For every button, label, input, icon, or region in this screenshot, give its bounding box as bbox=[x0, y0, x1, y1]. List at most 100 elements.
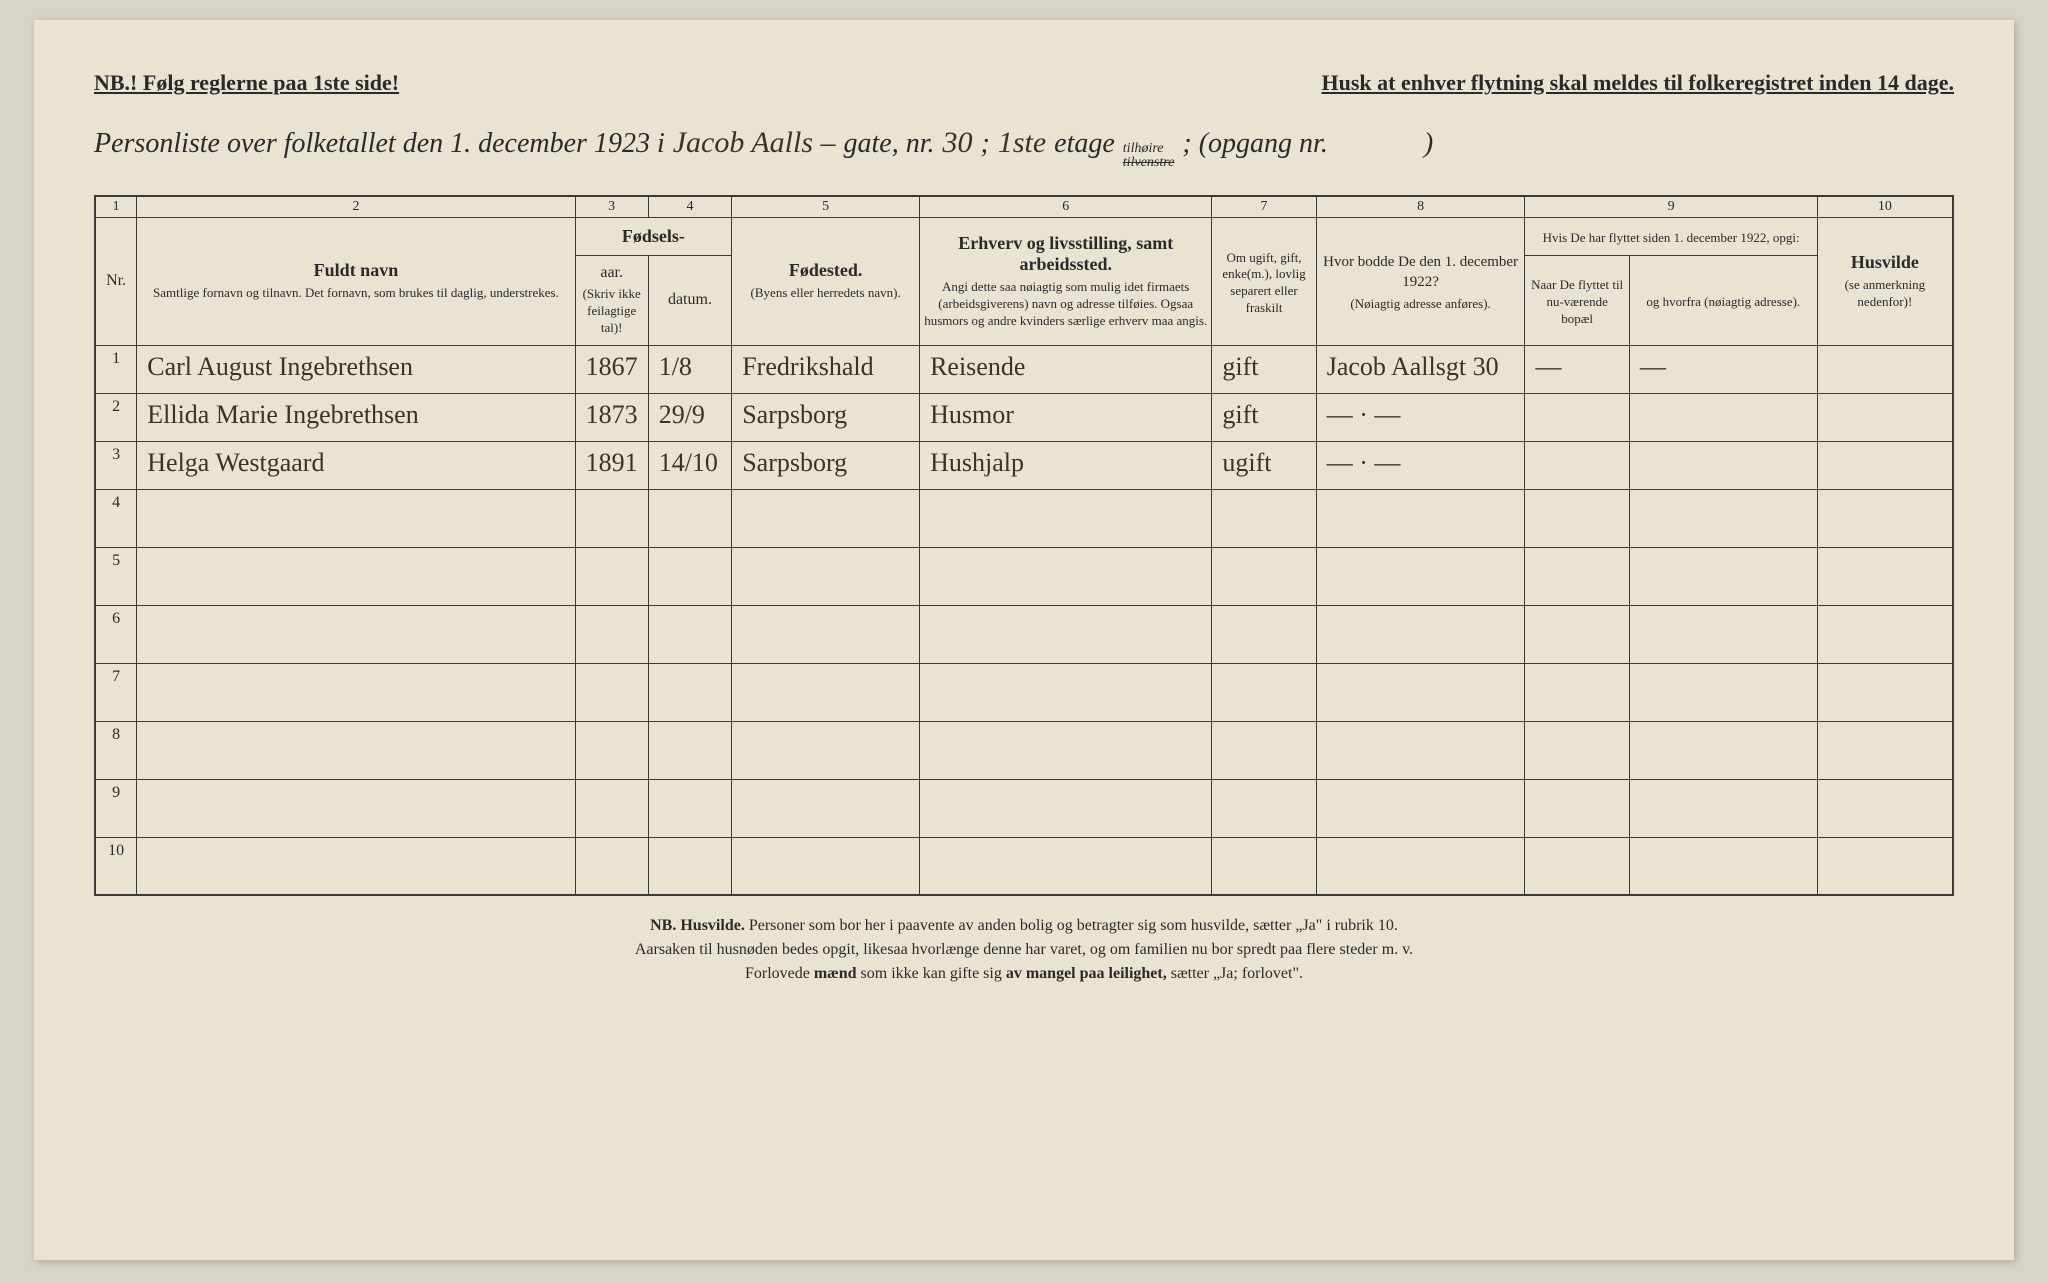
cell-erhverv: Reisende bbox=[920, 345, 1212, 393]
cell-hvorfra: — bbox=[1629, 345, 1817, 393]
colnum-2: 2 bbox=[137, 196, 575, 218]
hdr-ugift-text: Om ugift, gift, enke(m.), lovlig separer… bbox=[1216, 250, 1311, 318]
street-nr-hw: 30 bbox=[943, 126, 973, 160]
census-form-page: NB.! Følg reglerne paa 1ste side! Husk a… bbox=[34, 20, 2014, 1260]
hdr-ugift: Om ugift, gift, enke(m.), lovlig separer… bbox=[1212, 218, 1316, 346]
cell-navn: Ellida Marie Ingebrethsen bbox=[137, 393, 575, 441]
cell-erhverv: Husmor bbox=[920, 393, 1212, 441]
footer-line1: Personer som bor her i paavente av anden… bbox=[749, 917, 1398, 934]
hdr-flyttet: Hvis De har flyttet siden 1. december 19… bbox=[1525, 218, 1817, 256]
table-row-empty: 9 bbox=[95, 779, 1953, 837]
hdr-erhverv: Erhverv og livsstilling, samt arbeidsste… bbox=[920, 218, 1212, 346]
hdr-husvilde: Husvilde (se anmerkning nedenfor)! bbox=[1817, 218, 1953, 346]
colnum-9: 9 bbox=[1525, 196, 1817, 218]
table-row-empty: 10 bbox=[95, 837, 1953, 895]
hdr-naar-text: Naar De flyttet til nu-værende bopæl bbox=[1529, 277, 1624, 328]
hdr-fodsels: Fødsels- bbox=[575, 218, 732, 256]
semi1: ; bbox=[981, 128, 990, 160]
hdr-aar-main: aar. bbox=[600, 264, 623, 281]
column-number-row: 1 2 3 4 5 6 7 8 9 10 bbox=[95, 196, 1953, 218]
street-name-hw: Jacob Aalls – bbox=[673, 126, 836, 160]
top-bar: NB.! Følg reglerne paa 1ste side! Husk a… bbox=[94, 70, 1954, 96]
colnum-3: 3 bbox=[575, 196, 648, 218]
opgang-label: ; (opgang nr. bbox=[1182, 128, 1327, 160]
row-nr: 7 bbox=[95, 663, 137, 721]
hdr-nr: Nr. bbox=[95, 218, 137, 346]
row-nr: 4 bbox=[95, 489, 137, 547]
cell-datum: 14/10 bbox=[648, 441, 732, 489]
hdr-husvilde-sub: (se anmerkning nedenfor)! bbox=[1822, 277, 1948, 311]
cell-bodde: — · — bbox=[1316, 393, 1525, 441]
colnum-7: 7 bbox=[1212, 196, 1316, 218]
table-row: 3 Helga Westgaard 1891 14/10 Sarpsborg H… bbox=[95, 441, 1953, 489]
cell-ugift: gift bbox=[1212, 345, 1316, 393]
hdr-navn: Fuldt navn Samtlige fornavn og tilnavn. … bbox=[137, 218, 575, 346]
hdr-navn-main: Fuldt navn bbox=[314, 260, 399, 280]
hdr-hvorfra: og hvorfra (nøiagtig adresse). bbox=[1629, 256, 1817, 346]
tilvenstre: tilvenstre bbox=[1123, 156, 1175, 170]
cell-husvilde bbox=[1817, 441, 1953, 489]
cell-bodde: — · — bbox=[1316, 441, 1525, 489]
cell-datum: 29/9 bbox=[648, 393, 732, 441]
hdr-naar: Naar De flyttet til nu-værende bopæl bbox=[1525, 256, 1629, 346]
etage-label: etage bbox=[1054, 128, 1115, 160]
colnum-1: 1 bbox=[95, 196, 137, 218]
hdr-fodsels-main: Fødsels- bbox=[622, 226, 685, 246]
header-row-main: Nr. Fuldt navn Samtlige fornavn og tilna… bbox=[95, 218, 1953, 256]
cell-hvorfra bbox=[1629, 441, 1817, 489]
hdr-erhverv-sub: Angi dette saa nøiagtig som mulig idet f… bbox=[924, 279, 1207, 330]
hdr-fodested-sub: (Byens eller herredets navn). bbox=[736, 285, 915, 302]
cell-husvilde bbox=[1817, 393, 1953, 441]
hdr-fodsels-sub: (Skriv ikke feilagtige tal)! bbox=[580, 286, 644, 337]
hdr-datum: datum. bbox=[648, 256, 732, 346]
table-row: 1 Carl August Ingebrethsen 1867 1/8 Fred… bbox=[95, 345, 1953, 393]
title-line: Personliste over folketallet den 1. dece… bbox=[94, 126, 1954, 170]
row-nr: 10 bbox=[95, 837, 137, 895]
cell-navn: Carl August Ingebrethsen bbox=[137, 345, 575, 393]
hdr-fodested-main: Fødested. bbox=[789, 260, 863, 280]
row-nr: 3 bbox=[95, 441, 137, 489]
cell-fodested: Sarpsborg bbox=[732, 393, 920, 441]
colnum-4: 4 bbox=[648, 196, 732, 218]
footer-3b: mænd bbox=[814, 965, 857, 982]
table-row: 2 Ellida Marie Ingebrethsen 1873 29/9 Sa… bbox=[95, 393, 1953, 441]
table-row-empty: 5 bbox=[95, 547, 1953, 605]
instruction-right: Husk at enhver flytning skal meldes til … bbox=[1321, 70, 1954, 96]
colnum-5: 5 bbox=[732, 196, 920, 218]
table-row-empty: 4 bbox=[95, 489, 1953, 547]
hdr-bodde: Hvor bodde De den 1. december 1922? (Nøi… bbox=[1316, 218, 1525, 346]
colnum-10: 10 bbox=[1817, 196, 1953, 218]
tilhoire: tilhøire bbox=[1123, 142, 1175, 156]
hdr-flyttet-text: Hvis De har flyttet siden 1. december 19… bbox=[1529, 230, 1812, 247]
cell-husvilde bbox=[1817, 345, 1953, 393]
hdr-aar: aar. (Skriv ikke feilagtige tal)! bbox=[575, 256, 648, 346]
hdr-husvilde-main: Husvilde bbox=[1851, 252, 1919, 272]
row-nr: 9 bbox=[95, 779, 137, 837]
title-prefix: Personliste over folketallet den 1. dece… bbox=[94, 128, 665, 160]
cell-naar: — bbox=[1525, 345, 1629, 393]
cell-ugift: ugift bbox=[1212, 441, 1316, 489]
footer-3e: sætter „Ja; forlovet". bbox=[1171, 965, 1303, 982]
cell-aar: 1891 bbox=[575, 441, 648, 489]
footer-note: NB. Husvilde. Personer som bor her i paa… bbox=[94, 914, 1954, 986]
cell-erhverv: Hushjalp bbox=[920, 441, 1212, 489]
gate-label: gate, nr. bbox=[844, 128, 935, 160]
hdr-hvorfra-text: og hvorfra (nøiagtig adresse). bbox=[1634, 294, 1813, 311]
etage-hw: 1ste bbox=[998, 126, 1046, 160]
footer-nb: NB. Husvilde. bbox=[650, 917, 745, 934]
cell-naar bbox=[1525, 441, 1629, 489]
row-nr: 5 bbox=[95, 547, 137, 605]
footer-line2: Aarsaken til husnøden bedes opgit, likes… bbox=[94, 938, 1954, 962]
cell-navn: Helga Westgaard bbox=[137, 441, 575, 489]
hdr-bodde-sub: (Nøiagtig adresse anføres). bbox=[1321, 296, 1521, 313]
close-paren: ) bbox=[1424, 128, 1433, 160]
hdr-navn-sub: Samtlige fornavn og tilnavn. Det fornavn… bbox=[141, 285, 570, 302]
hdr-bodde-main: Hvor bodde De den 1. december 1922? bbox=[1321, 253, 1521, 292]
colnum-6: 6 bbox=[920, 196, 1212, 218]
colnum-8: 8 bbox=[1316, 196, 1525, 218]
footer-3d: av mangel paa leilighet, bbox=[1006, 965, 1167, 982]
cell-naar bbox=[1525, 393, 1629, 441]
instruction-left: NB.! Følg reglerne paa 1ste side! bbox=[94, 70, 399, 96]
row-nr: 8 bbox=[95, 721, 137, 779]
row-nr: 2 bbox=[95, 393, 137, 441]
